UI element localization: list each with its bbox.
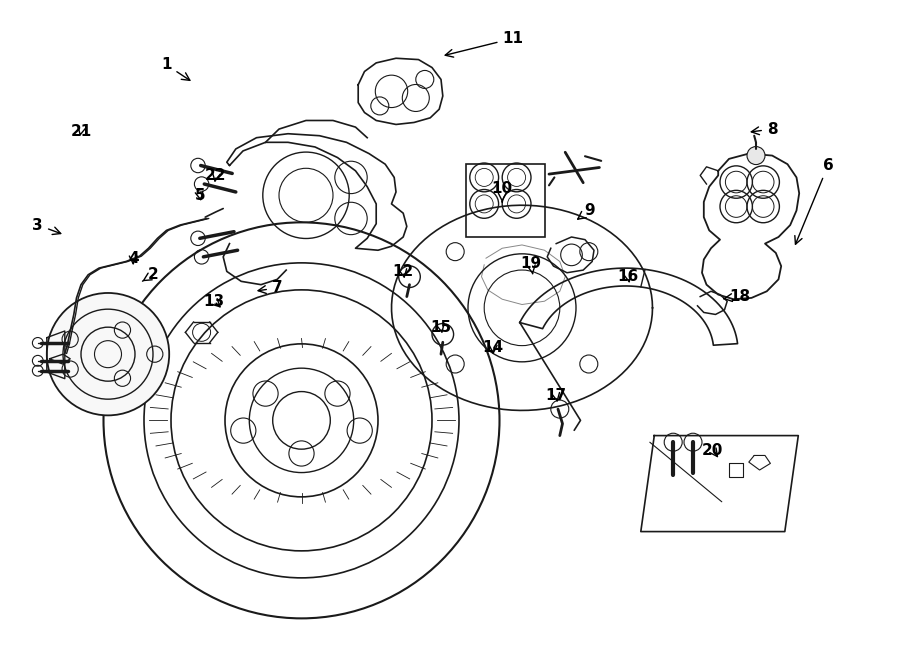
Text: 17: 17 <box>545 389 567 403</box>
Text: 10: 10 <box>491 181 513 202</box>
Text: 15: 15 <box>430 320 452 335</box>
Text: 22: 22 <box>205 168 227 183</box>
Text: 2: 2 <box>142 267 158 282</box>
Text: 11: 11 <box>446 31 524 57</box>
Text: 14: 14 <box>482 340 504 355</box>
Text: 19: 19 <box>520 256 542 274</box>
Bar <box>466 164 545 237</box>
Text: 12: 12 <box>392 264 414 279</box>
Text: 8: 8 <box>752 122 778 136</box>
Circle shape <box>47 293 169 415</box>
Text: 4: 4 <box>128 251 139 265</box>
Text: 1: 1 <box>161 58 190 80</box>
Text: 21: 21 <box>70 124 92 138</box>
Circle shape <box>747 146 765 165</box>
Text: 9: 9 <box>578 203 595 219</box>
Text: 16: 16 <box>617 269 639 284</box>
Text: 20: 20 <box>702 443 724 457</box>
Text: 6: 6 <box>795 158 833 244</box>
Text: 7: 7 <box>258 281 283 295</box>
Text: 5: 5 <box>194 188 205 203</box>
Text: 18: 18 <box>724 289 751 304</box>
Text: 3: 3 <box>32 218 60 234</box>
Polygon shape <box>47 331 65 379</box>
Text: 13: 13 <box>203 294 225 308</box>
